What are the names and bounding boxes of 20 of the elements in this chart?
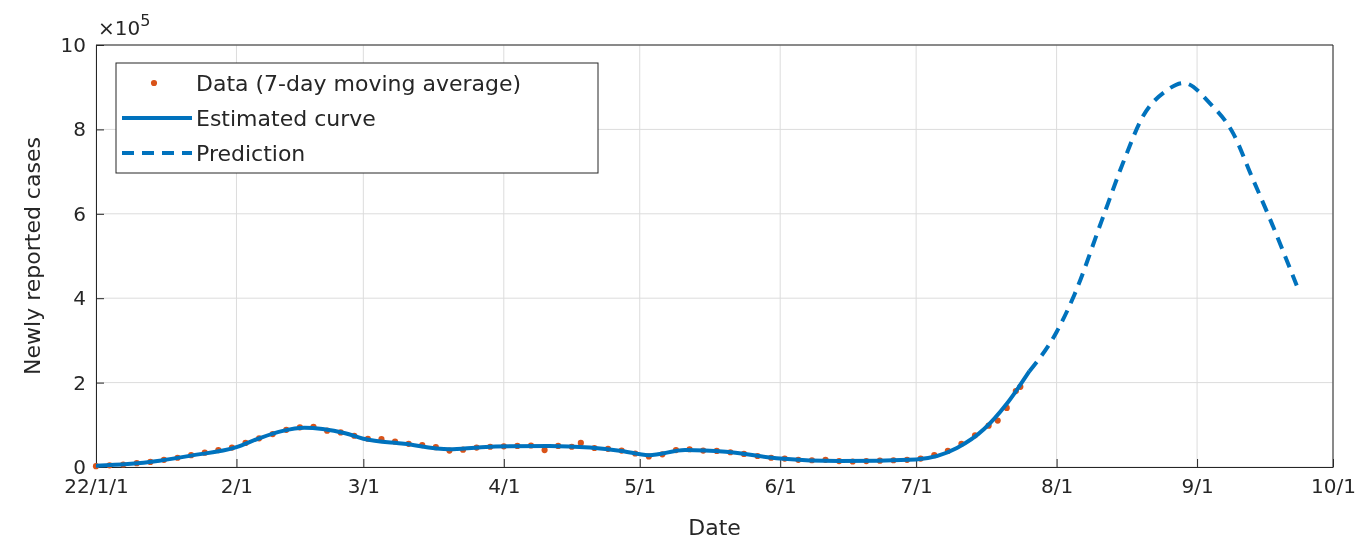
x-tick-label: 7/1 (900, 474, 933, 499)
x-axis-title: Date (688, 515, 741, 540)
x-tick-label: 8/1 (1041, 474, 1074, 499)
y-tick-label: 6 (73, 201, 86, 226)
y-axis-title: Newly reported cases (20, 137, 45, 375)
legend-label: Prediction (196, 141, 306, 166)
y-tick-label: 8 (73, 117, 86, 142)
x-tick-label: 2/1 (220, 474, 254, 499)
text: ×10$^{5}$ (98, 10, 151, 40)
x-tick-label: 5/1 (624, 474, 657, 499)
x-tick-label: 4/1 (488, 474, 521, 499)
x-tick-label: 10/1 (1311, 474, 1356, 499)
y-tick-label: 10 (60, 32, 86, 57)
y-tick-label: 4 (73, 286, 86, 311)
legend-label: Estimated curve (196, 106, 376, 131)
x-tick-label: 9/1 (1181, 474, 1214, 499)
y-tick-label: 2 (73, 370, 86, 395)
legend-label: Data (7-day moving average) (196, 71, 522, 96)
x-tick-label: 6/1 (764, 474, 797, 499)
x-tick-label: 3/1 (347, 474, 380, 499)
